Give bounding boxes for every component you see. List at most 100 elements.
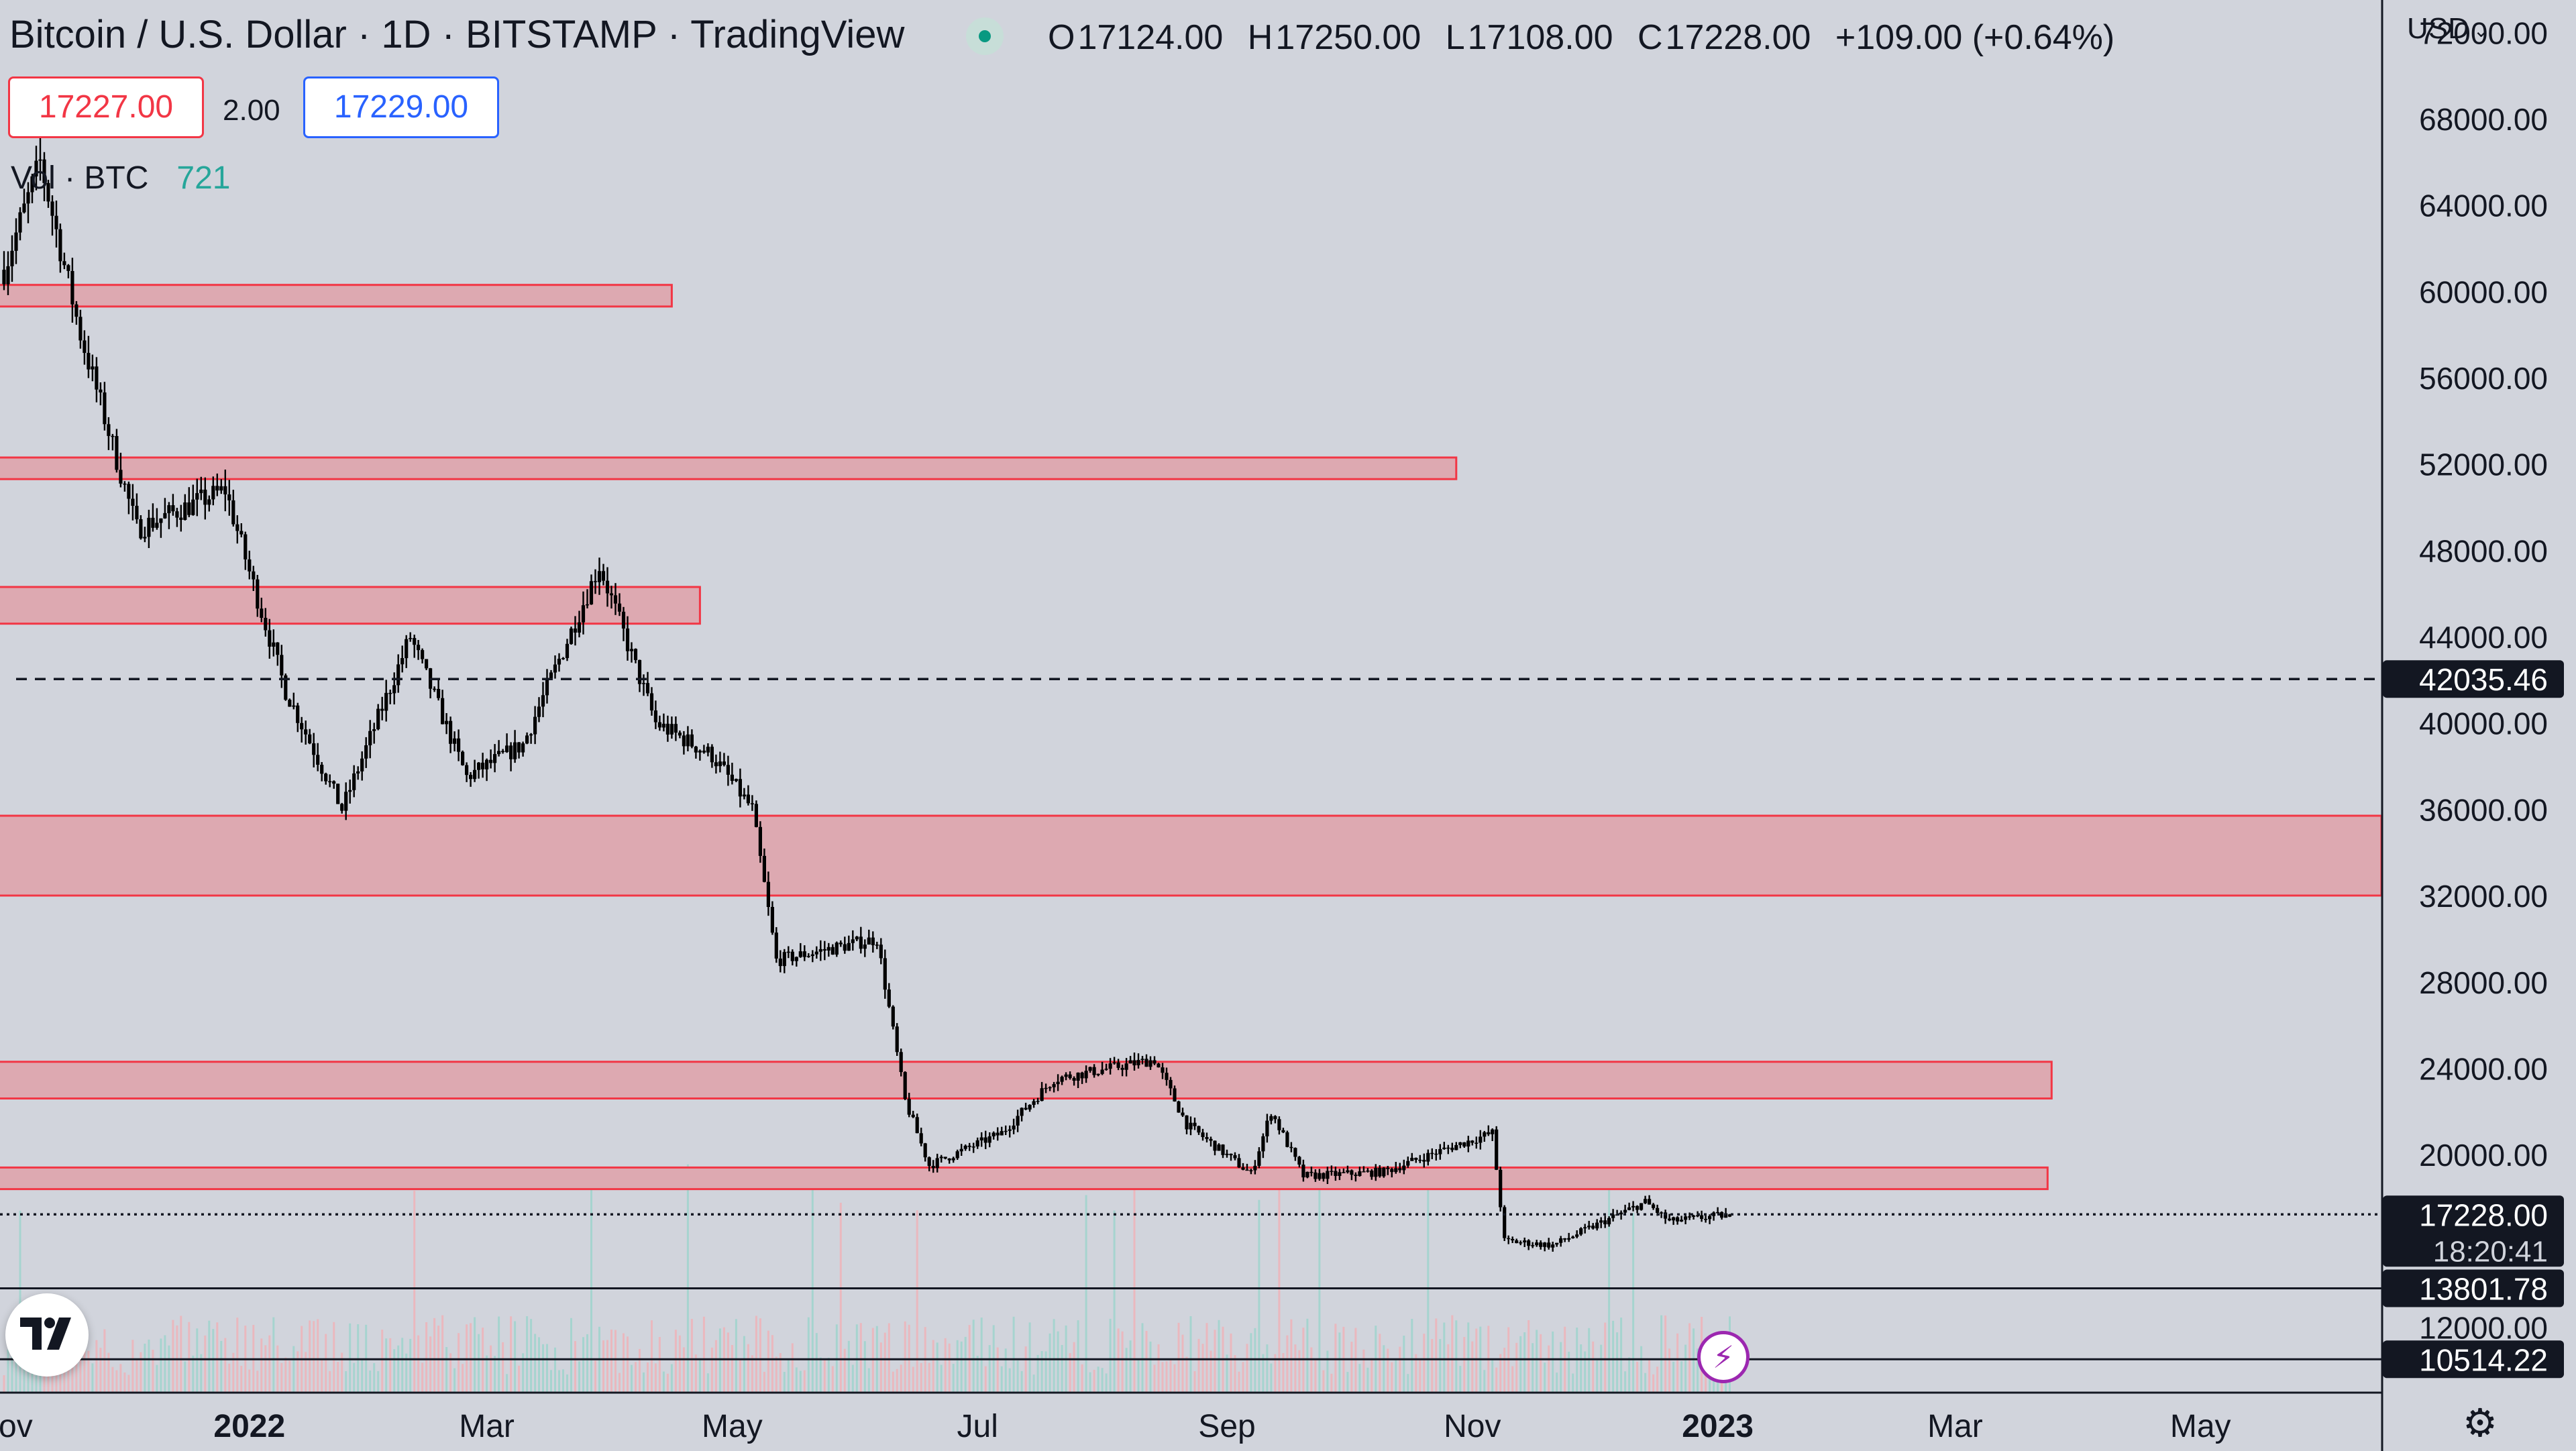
volume-bar bbox=[1697, 1348, 1699, 1392]
candle-body bbox=[726, 765, 730, 775]
volume-bar bbox=[248, 1369, 251, 1392]
volume-bar bbox=[1205, 1323, 1208, 1392]
volume-bar bbox=[1644, 1373, 1647, 1392]
candle-body bbox=[1056, 1081, 1060, 1085]
candle-body bbox=[951, 1158, 955, 1161]
x-tick-label: Nov bbox=[1444, 1409, 1501, 1444]
volume-bar bbox=[15, 1347, 17, 1392]
candle-body bbox=[421, 650, 425, 659]
volume-bar bbox=[670, 1364, 673, 1392]
volume-bar bbox=[1592, 1341, 1595, 1392]
volume-bar bbox=[494, 1356, 496, 1392]
sell-button[interactable]: 17227.00 bbox=[8, 76, 204, 138]
volume-bar bbox=[7, 1349, 9, 1392]
candle-body bbox=[1205, 1137, 1209, 1139]
volume-bar bbox=[393, 1349, 396, 1392]
candle-body bbox=[1293, 1148, 1297, 1157]
candle-body bbox=[400, 658, 405, 665]
candle-body bbox=[328, 781, 332, 783]
volume-bar bbox=[614, 1330, 616, 1392]
candle-body bbox=[1076, 1073, 1080, 1081]
tradingview-logo-icon[interactable] bbox=[5, 1293, 89, 1377]
candle-body bbox=[533, 716, 537, 735]
lightning-bolt-icon[interactable]: ⚡︎ bbox=[1697, 1331, 1750, 1383]
volume-bar bbox=[1218, 1320, 1220, 1392]
volume-bar bbox=[1294, 1344, 1297, 1392]
candle-body bbox=[1635, 1205, 1640, 1210]
volume-bar bbox=[51, 1361, 54, 1392]
candle-body bbox=[384, 692, 388, 711]
volume-bar bbox=[144, 1344, 146, 1392]
candle-body bbox=[879, 945, 883, 959]
volume-bar bbox=[1201, 1344, 1204, 1392]
candle-body bbox=[223, 486, 227, 494]
volume-bar bbox=[594, 1360, 596, 1392]
candle-body bbox=[1116, 1062, 1120, 1068]
volume-bar bbox=[1169, 1360, 1172, 1392]
candle-body bbox=[1249, 1170, 1253, 1171]
volume-bar bbox=[397, 1345, 400, 1392]
volume-bar bbox=[1705, 1368, 1707, 1392]
candle-body bbox=[1442, 1147, 1446, 1149]
volume-bar bbox=[1656, 1366, 1659, 1392]
candle-body bbox=[207, 499, 211, 505]
volume-bar bbox=[1648, 1360, 1651, 1392]
volume-bar bbox=[988, 1345, 991, 1392]
volume-bar bbox=[1226, 1354, 1228, 1392]
candle-body bbox=[1716, 1212, 1720, 1214]
candle-body bbox=[1523, 1240, 1527, 1242]
volume-bar bbox=[1133, 1175, 1136, 1392]
volume-bar bbox=[1391, 1362, 1393, 1392]
candle-body bbox=[1169, 1079, 1173, 1089]
volume-bar bbox=[1568, 1352, 1570, 1392]
volume-bar bbox=[578, 1361, 580, 1392]
y-tick-label: 64000.00 bbox=[2419, 189, 2548, 223]
volume-bar bbox=[1527, 1320, 1530, 1392]
buy-button[interactable]: 17229.00 bbox=[303, 76, 499, 138]
volume-bar bbox=[1403, 1336, 1405, 1392]
volume-bar bbox=[1137, 1360, 1140, 1392]
volume-bar bbox=[79, 1332, 82, 1392]
volume-bar bbox=[690, 1319, 693, 1392]
bar-countdown: 18:20:41 bbox=[2433, 1235, 2548, 1268]
candle-body bbox=[649, 693, 654, 711]
candle-body bbox=[1644, 1199, 1648, 1203]
candle-body bbox=[179, 517, 183, 520]
candle-body bbox=[481, 762, 485, 769]
volume-bar bbox=[99, 1348, 102, 1392]
gear-icon[interactable]: ⚙ bbox=[2463, 1401, 2498, 1445]
candle-body bbox=[107, 424, 111, 436]
candle-body bbox=[1607, 1218, 1611, 1225]
candle-body bbox=[907, 1099, 911, 1115]
candle-body bbox=[356, 771, 360, 773]
y-tick-label: 48000.00 bbox=[2419, 533, 2548, 568]
volume-bar bbox=[329, 1371, 331, 1392]
candle-body bbox=[625, 628, 630, 651]
candle-body bbox=[485, 759, 489, 769]
volume-bar bbox=[791, 1343, 794, 1392]
candle-body bbox=[826, 947, 830, 951]
candle-body bbox=[979, 1137, 983, 1140]
candle-body bbox=[770, 907, 774, 933]
candle-body bbox=[734, 779, 738, 782]
volume-bar bbox=[643, 1372, 645, 1392]
candle-body bbox=[1297, 1157, 1301, 1165]
volume-bar bbox=[1149, 1341, 1152, 1392]
candle-body bbox=[1181, 1112, 1185, 1116]
candle-body bbox=[1648, 1199, 1652, 1205]
volume-bar bbox=[940, 1364, 943, 1392]
volume-bar bbox=[1632, 1213, 1635, 1392]
candle-body bbox=[718, 761, 722, 767]
candle-body bbox=[710, 747, 714, 763]
volume-bar bbox=[984, 1366, 987, 1392]
volume-bar bbox=[91, 1363, 94, 1392]
candle-body bbox=[1684, 1216, 1688, 1220]
candle-body bbox=[332, 781, 336, 784]
volume-bar bbox=[976, 1356, 979, 1392]
volume-bar bbox=[1411, 1319, 1413, 1392]
currency-selector[interactable]: USD ⌄ bbox=[2407, 12, 2489, 46]
candle-body bbox=[525, 735, 529, 744]
candle-body bbox=[794, 957, 798, 961]
